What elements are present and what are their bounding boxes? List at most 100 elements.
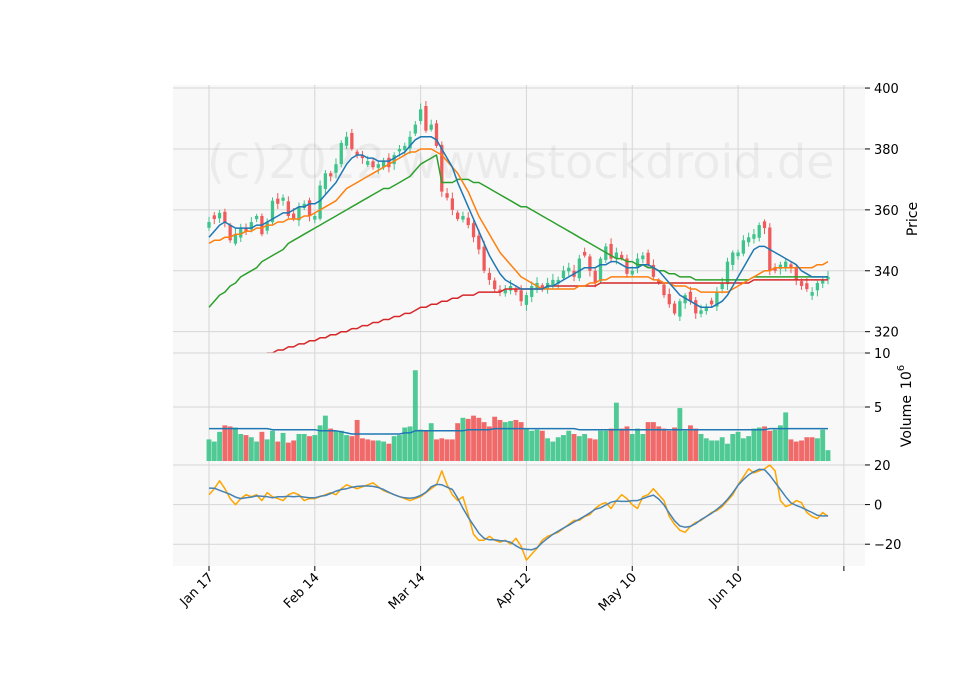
candle-up <box>561 270 566 279</box>
candle-up <box>297 206 301 221</box>
oscillator-lines <box>208 464 829 561</box>
volume-bar <box>460 417 466 461</box>
y-tick-label: 340 <box>874 265 899 280</box>
candle-down <box>371 161 375 168</box>
volume-bar <box>751 428 757 461</box>
candle-up <box>678 301 682 317</box>
volume-bar <box>217 431 223 461</box>
candle-up <box>810 292 814 296</box>
volume-bar <box>307 436 312 461</box>
oscillator-orange-line <box>208 464 829 561</box>
candle-down <box>657 280 661 283</box>
volume-bar <box>539 430 545 461</box>
volume-bar <box>677 408 683 461</box>
candle-down <box>228 224 232 241</box>
volume-bar <box>598 430 603 461</box>
candle-up <box>614 252 619 259</box>
candle-up <box>731 252 735 265</box>
candle-up <box>826 276 830 280</box>
candle-up <box>239 228 243 238</box>
volume-bar <box>349 436 355 461</box>
candle-up <box>413 124 417 134</box>
sma-red-line <box>208 279 828 372</box>
price-panel: (c)2022 www.stockdroid.de 320 340 360 380 40… <box>173 82 921 372</box>
volume-bar <box>587 438 593 461</box>
volume-bar <box>439 438 445 461</box>
volume-bar <box>386 443 392 461</box>
volume-bar <box>735 431 741 461</box>
watermark-text: (c)2022 www.stockdroid.de <box>207 135 835 189</box>
candle-up <box>207 222 211 228</box>
candle-up <box>815 282 820 291</box>
volume-bar <box>793 441 799 461</box>
volume-panel: 510 Volume106 <box>173 347 915 461</box>
candle-down <box>582 251 587 256</box>
volume-bar <box>354 419 360 461</box>
volume-bar <box>719 437 725 461</box>
candle-up <box>376 164 380 168</box>
volume-bar <box>476 417 482 461</box>
candle-up <box>757 225 761 238</box>
candle-up <box>778 264 783 269</box>
candle-down <box>667 293 671 305</box>
volume-bar <box>534 429 540 461</box>
volume-bar <box>709 440 715 461</box>
volume-bar <box>365 439 371 461</box>
volume-bar <box>418 429 424 461</box>
candle-down <box>424 105 428 131</box>
candle-up <box>683 295 687 304</box>
volume-bar <box>259 431 265 461</box>
candle-up <box>821 279 825 284</box>
candle-up <box>334 164 338 173</box>
volume-bar <box>783 412 789 461</box>
candle-down <box>440 144 444 192</box>
candle-down <box>329 173 333 177</box>
volume-bar <box>280 432 286 461</box>
volume-bar <box>629 434 635 461</box>
y-tick-label: 10 <box>874 347 891 362</box>
candle-down <box>360 155 365 159</box>
y-tick-label: 5 <box>874 401 882 416</box>
volume-bar <box>788 439 794 461</box>
volume-bar <box>492 416 498 461</box>
volume-bar <box>582 434 588 461</box>
candle-down <box>672 303 677 314</box>
candle-down <box>498 289 502 293</box>
candle-up <box>704 307 708 311</box>
volume-bar <box>672 427 678 461</box>
candle-down <box>519 290 523 302</box>
volume-bar <box>550 441 556 461</box>
candle-down <box>387 157 391 168</box>
price-gridlines <box>173 85 865 353</box>
candle-down <box>456 212 460 219</box>
volume-bar <box>619 428 625 461</box>
candle-down <box>540 285 544 290</box>
volume-bar <box>407 426 413 461</box>
candle-up <box>254 215 259 220</box>
volume-bar <box>777 425 783 461</box>
volume-bar <box>513 419 519 461</box>
sma-orange-line <box>208 148 829 293</box>
volume-bar <box>381 441 387 461</box>
volume-bar <box>285 442 291 461</box>
volume-bar <box>635 428 640 461</box>
candle-down <box>493 280 497 290</box>
volume-bar <box>640 434 646 461</box>
candle-up <box>397 148 402 152</box>
volume-bar <box>661 428 667 461</box>
volume-bar <box>799 440 804 461</box>
candle-down <box>609 243 613 259</box>
candle-up <box>249 222 253 230</box>
volume-bar <box>291 440 297 461</box>
volume-bar <box>455 423 461 461</box>
candle-down <box>625 258 629 274</box>
y-tick-label: 380 <box>874 143 899 158</box>
candle-down <box>482 246 486 271</box>
volume-bar <box>222 425 228 461</box>
volume-bar <box>592 439 598 461</box>
candle-up <box>418 109 423 121</box>
volume-bar <box>359 438 365 461</box>
candle-down <box>662 284 666 296</box>
volume-bar <box>397 435 402 461</box>
volume-bar <box>338 430 344 461</box>
